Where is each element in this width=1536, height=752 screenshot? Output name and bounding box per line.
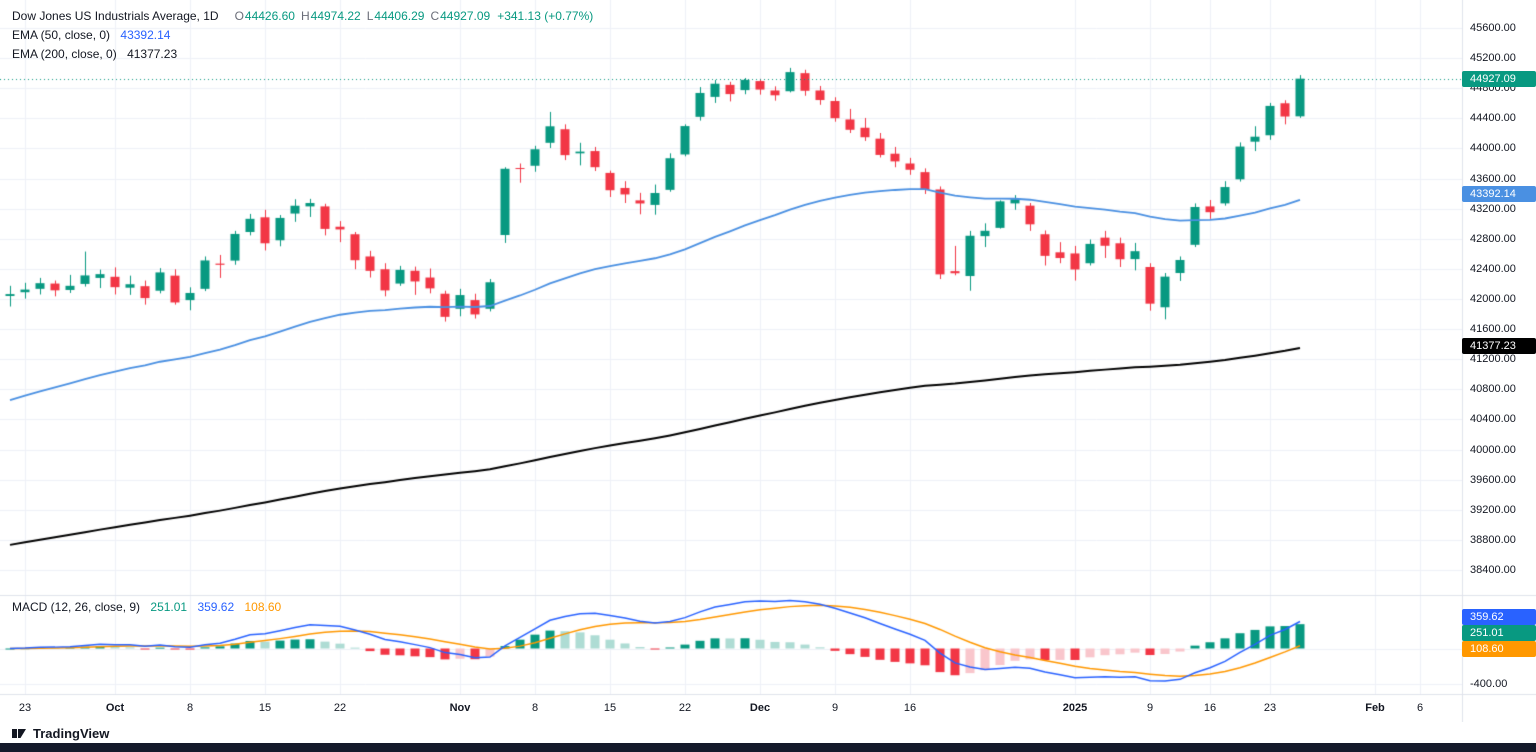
low-value: 44406.29 [374,9,425,23]
symbol-title[interactable]: Dow Jones US Industrials Average, 1D [12,9,219,23]
time-axis-label: 9 [831,702,839,714]
price-axis[interactable]: 45600.00 45200.00 44800.00 44400.00 44000.00… [1462,0,1536,722]
macd-line-badge: 359.62 [1462,609,1536,626]
time-axis-label: Feb [1365,702,1385,714]
time-axis-label: 15 [258,702,272,714]
time-axis-label: 23 [18,702,32,714]
axis-label: 41600.00 [1470,323,1516,336]
change-value: +341.13 (+0.77%) [497,9,594,23]
ema50-legend-row[interactable]: EMA (50, close, 0) 43392.14 [12,27,593,44]
axis-label: 45200.00 [1470,52,1516,65]
axis-label: 40400.00 [1470,413,1516,426]
axis-label: -400.00 [1470,677,1508,690]
last-price-badge: 44927.09 [1462,70,1536,87]
time-axis-label: Dec [749,702,771,714]
ema200-price-badge: 41377.23 [1462,337,1536,354]
open-label: O [234,9,244,23]
time-axis-label: 8 [531,702,539,714]
ema50-value: 43392.14 [120,28,171,42]
price-chart-canvas[interactable] [0,0,1536,722]
time-axis-label: 22 [678,702,692,714]
axis-label: 39600.00 [1470,473,1516,486]
low-label: L [366,9,374,23]
axis-label: 38400.00 [1470,563,1516,576]
legend: Dow Jones US Industrials Average, 1D O444… [12,8,593,65]
axis-label: 40000.00 [1470,443,1516,456]
axis-label: 42000.00 [1470,292,1516,305]
ema50-label: EMA (50, close, 0) [12,28,111,42]
axis-label: 43600.00 [1470,172,1516,185]
tradingview-brand-text: TradingView [33,726,110,741]
time-axis-label: 2025 [1062,702,1088,714]
axis-label: 42800.00 [1470,232,1516,245]
time-axis-label: 6 [1416,702,1424,714]
close-value: 44927.09 [440,9,491,23]
axis-label: 39200.00 [1470,503,1516,516]
open-value: 44426.60 [244,9,295,23]
ema200-label: EMA (200, close, 0) [12,47,117,61]
macd-histogram-value: 251.01 [150,600,188,614]
time-axis-label: Nov [449,702,471,714]
axis-label: 44400.00 [1470,112,1516,125]
axis-label: 44000.00 [1470,142,1516,155]
ema200-value: 41377.23 [127,47,178,61]
axis-label: 38800.00 [1470,533,1516,546]
high-value: 44974.22 [310,9,361,23]
axis-label: 43200.00 [1470,202,1516,215]
close-label: C [430,9,440,23]
time-axis-label: 8 [186,702,194,714]
time-axis-label: 23 [1263,702,1277,714]
bottom-bar [0,743,1536,752]
tradingview-logo-icon [12,726,27,741]
macd-legend-row[interactable]: MACD (12, 26, close, 9) 251.01 359.62 10… [12,600,288,614]
axis-label: 41200.00 [1470,353,1516,366]
high-label: H [300,9,310,23]
ema50-price-badge: 43392.14 [1462,186,1536,203]
time-axis-label: 16 [903,702,917,714]
time-axis[interactable]: 23 Oct 8 15 22 Nov 8 15 22 Dec 9 16 2025 9 16 23 Feb 6 [0,694,1462,722]
macd-histogram-badge: 251.01 [1462,625,1536,642]
symbol-legend-row[interactable]: Dow Jones US Industrials Average, 1D O444… [12,8,593,25]
macd-line-value: 359.62 [197,600,235,614]
tradingview-footer[interactable]: TradingView [12,726,109,741]
time-axis-label: Oct [105,702,125,714]
macd-label: MACD (12, 26, close, 9) [12,600,141,614]
time-axis-label: 22 [333,702,347,714]
axis-label: 45600.00 [1470,22,1516,34]
macd-signal-value: 108.60 [244,600,282,614]
axis-label: 42400.00 [1470,262,1516,275]
macd-signal-badge: 108.60 [1462,641,1536,658]
ema200-legend-row[interactable]: EMA (200, close, 0) 41377.23 [12,46,593,63]
time-axis-label: 9 [1146,702,1154,714]
time-axis-label: 15 [603,702,617,714]
time-axis-label: 16 [1203,702,1217,714]
axis-label: 40800.00 [1470,383,1516,396]
